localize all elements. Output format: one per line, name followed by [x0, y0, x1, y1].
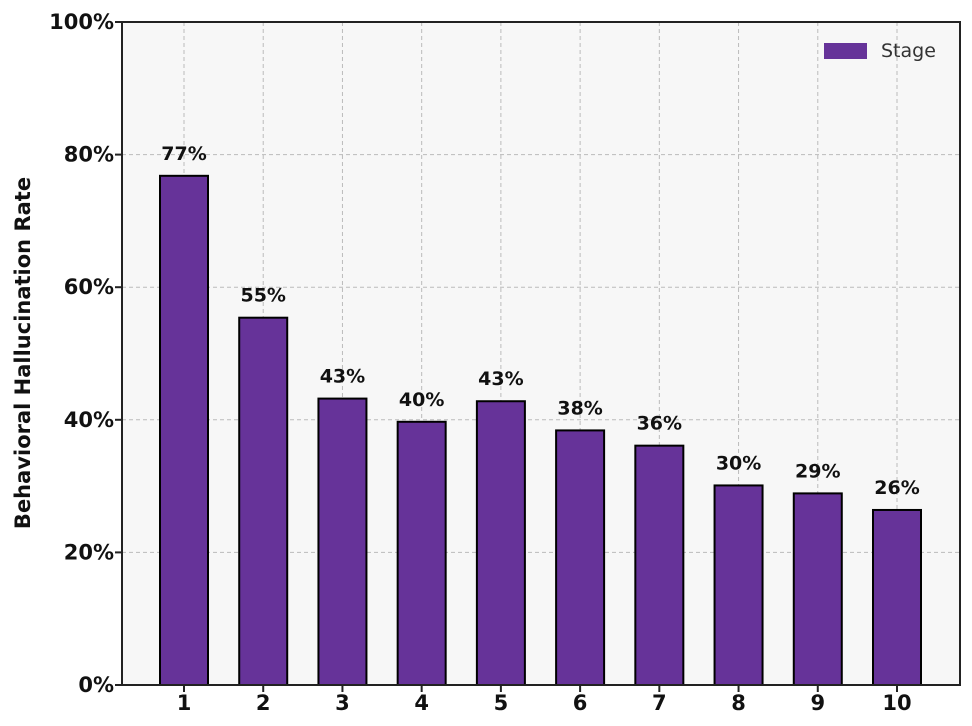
- y-axis: 0% 20% 40% 60% 80% 100%: [49, 10, 122, 697]
- data-label: 43%: [478, 368, 523, 390]
- bar-5: [475, 400, 526, 686]
- bar-8: [713, 484, 764, 687]
- x-tick-label: 7: [652, 691, 667, 715]
- y-tick-label: 100%: [49, 10, 114, 34]
- x-tick-label: 8: [731, 691, 746, 715]
- data-label: 36%: [637, 413, 682, 435]
- bar-1: [159, 174, 209, 686]
- y-tick-label: 40%: [64, 408, 114, 432]
- bar-10: [872, 508, 922, 686]
- data-label: 40%: [399, 389, 444, 411]
- bar-2: [238, 316, 289, 686]
- y-tick-label: 80%: [64, 143, 114, 167]
- bar-labels: 77% 55% 43% 40% 43% 38% 36% 30% 29% 26%: [161, 143, 919, 499]
- bar-4: [396, 420, 447, 686]
- data-label: 38%: [557, 397, 602, 419]
- y-tick-label: 60%: [64, 275, 114, 299]
- x-tick-label: 10: [882, 691, 911, 715]
- data-label: 43%: [320, 366, 365, 388]
- bars: [159, 174, 922, 687]
- bar-3: [317, 397, 368, 686]
- x-tick-label: 4: [414, 691, 429, 715]
- data-label: 55%: [240, 285, 285, 307]
- bar-6: [555, 429, 606, 686]
- bar-9: [792, 492, 843, 686]
- x-tick-label: 2: [256, 691, 271, 715]
- x-tick-label: 9: [810, 691, 825, 715]
- plot-frame: [121, 21, 961, 686]
- y-tick-label: 20%: [64, 540, 114, 564]
- x-tick-label: 1: [177, 691, 192, 715]
- data-label: 26%: [874, 477, 919, 499]
- x-tick-label: 6: [573, 691, 588, 715]
- data-label: 30%: [716, 452, 761, 474]
- x-axis: 1 2 3 4 5 6 7 8 9 10: [177, 685, 912, 715]
- legend-swatch: [824, 43, 867, 59]
- y-tick-label: 0%: [78, 673, 114, 697]
- data-label: 77%: [161, 143, 206, 165]
- x-tick-label: 3: [335, 691, 350, 715]
- x-tick-label: 5: [494, 691, 509, 715]
- bar-7: [634, 444, 685, 687]
- y-axis-title: Behavioral Hallucination Rate: [11, 177, 35, 529]
- legend: Stage: [824, 40, 936, 62]
- legend-label: Stage: [881, 40, 936, 62]
- data-label: 29%: [795, 460, 840, 482]
